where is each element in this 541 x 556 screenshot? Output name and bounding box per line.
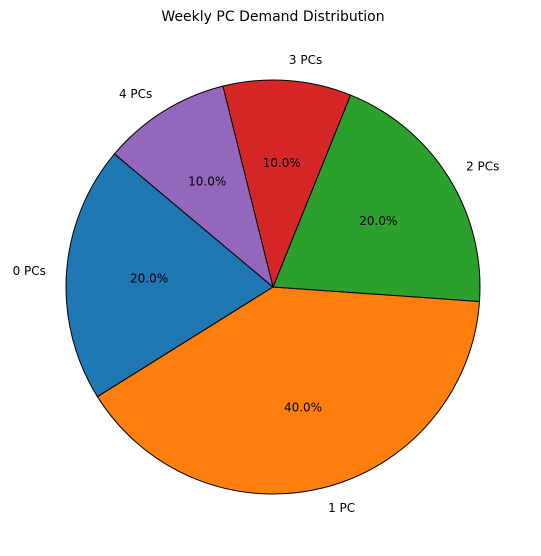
slice-label-3-pcs: 3 PCs: [289, 53, 322, 67]
pie-slice-1-pc: [96, 286, 480, 495]
pie-slice-2-pcs: [272, 94, 481, 302]
pie-slices: [65, 79, 481, 495]
percent-label-0-pcs: 20.0%: [130, 271, 168, 285]
slice-label-1-pc: 1 PC: [328, 501, 355, 515]
chart-title: Weekly PC Demand Distribution: [161, 9, 384, 25]
pie-slice-0-pcs: [65, 153, 274, 398]
slice-label-0-pcs: 0 PCs: [13, 264, 46, 278]
percent-label-4-pcs: 10.0%: [188, 175, 226, 189]
pie-slice-4-pcs: [113, 85, 274, 288]
slice-label-4-pcs: 4 PCs: [119, 87, 152, 101]
percent-label-2-pcs: 20.0%: [359, 214, 397, 228]
pie-slice-3-pcs: [222, 79, 352, 288]
percent-label-1-pc: 40.0%: [284, 401, 322, 415]
pie-labels: 0 PCs 20.0% 1 PC 40.0% 2 PCs 20.0% 3 PCs 10.0% 4…: [13, 53, 500, 515]
slice-label-2-pcs: 2 PCs: [466, 159, 499, 173]
percent-label-3-pcs: 10.0%: [263, 156, 301, 170]
